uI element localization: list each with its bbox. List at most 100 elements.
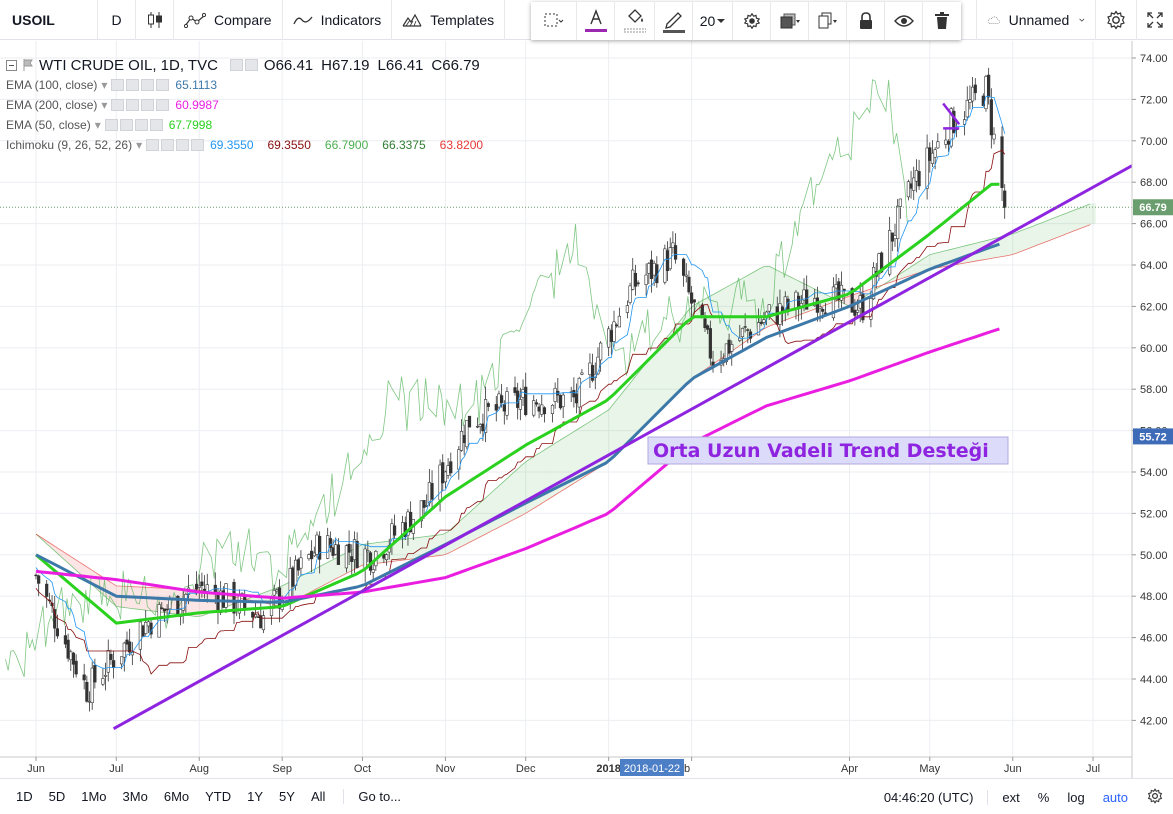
- candle-body: [112, 660, 116, 669]
- cloud-segment: [453, 522, 459, 551]
- range-button[interactable]: 6Mo: [163, 789, 190, 804]
- ext-hours-toggle[interactable]: ext: [1002, 789, 1020, 805]
- candle-body: [443, 471, 448, 483]
- candle-body: [500, 395, 504, 403]
- cloud-segment: [844, 296, 850, 307]
- candle-body: [160, 607, 164, 609]
- gear-icon[interactable]: [119, 119, 133, 131]
- indicators-button[interactable]: Indicators: [283, 0, 393, 40]
- indicator-controls[interactable]: [146, 139, 205, 151]
- close-icon[interactable]: [191, 139, 205, 151]
- visual-order-button[interactable]: [771, 2, 809, 40]
- range-button[interactable]: 5D: [48, 789, 66, 804]
- chevron-down-icon[interactable]: ▾: [101, 98, 108, 112]
- trash-icon: [935, 12, 949, 29]
- range-button[interactable]: 3Mo: [122, 789, 148, 804]
- candle-body: [483, 399, 488, 433]
- close-icon[interactable]: [156, 79, 170, 91]
- eye-icon[interactable]: [111, 99, 125, 111]
- chevron-down-icon[interactable]: ▾: [101, 78, 108, 92]
- eye-icon[interactable]: [146, 139, 160, 151]
- chevron-down-icon[interactable]: ▾: [136, 138, 143, 152]
- gear-icon[interactable]: [161, 139, 175, 151]
- compare-icon: [184, 12, 206, 28]
- percent-scale-toggle[interactable]: %: [1037, 789, 1050, 805]
- cloud-segment: [603, 409, 609, 465]
- select-area-button[interactable]: [531, 2, 577, 40]
- drawing-settings-button[interactable]: [733, 2, 771, 40]
- auto-scale-toggle[interactable]: auto: [1102, 789, 1128, 805]
- clone-button[interactable]: [809, 2, 847, 40]
- compare-button[interactable]: Compare: [174, 0, 283, 40]
- plus-icon[interactable]: [141, 79, 155, 91]
- candle-body: [928, 147, 932, 161]
- cloud-segment: [196, 589, 202, 617]
- range-button[interactable]: 1Y: [247, 789, 264, 804]
- plus-icon[interactable]: [134, 119, 148, 131]
- candle-body: [896, 205, 900, 240]
- go-to-date-button[interactable]: Go to...: [343, 789, 401, 804]
- fill-color-button[interactable]: [615, 2, 655, 40]
- candle-body: [636, 282, 640, 285]
- candle-body: [756, 322, 761, 336]
- candle-body: [486, 403, 490, 407]
- gear-icon[interactable]: [126, 99, 140, 111]
- symbol-search[interactable]: USOIL: [0, 0, 98, 40]
- range-button[interactable]: 1Mo: [81, 789, 107, 804]
- chart-style-button[interactable]: [136, 0, 174, 40]
- close-icon[interactable]: [149, 119, 163, 131]
- interval-button[interactable]: D: [98, 0, 136, 40]
- range-button[interactable]: YTD: [205, 789, 232, 804]
- plus-icon[interactable]: [141, 99, 155, 111]
- chevron-down-icon[interactable]: ▾: [94, 118, 101, 132]
- hide-button[interactable]: [885, 2, 923, 40]
- candle-body: [272, 589, 276, 596]
- gear-icon[interactable]: [244, 59, 258, 71]
- delete-button[interactable]: [923, 2, 961, 40]
- line-color-button[interactable]: [655, 2, 693, 40]
- layout-menu[interactable]: Unnamed: [976, 0, 1096, 40]
- drawing-properties-toolbar: 20: [531, 2, 961, 40]
- gear-icon[interactable]: [126, 79, 140, 91]
- text-color-button[interactable]: [577, 2, 615, 40]
- range-button[interactable]: 5Y: [279, 789, 295, 804]
- log-scale-toggle[interactable]: log: [1067, 789, 1085, 805]
- price-axis[interactable]: [1131, 41, 1173, 778]
- candle-body: [965, 100, 969, 118]
- y-tick-label: 44.00: [1140, 674, 1168, 686]
- font-size-select[interactable]: 20: [693, 2, 733, 40]
- candle-body: [37, 575, 41, 584]
- lock-button[interactable]: [847, 2, 885, 40]
- range-button[interactable]: 1D: [16, 789, 33, 804]
- chart-properties-button[interactable]: [1137, 787, 1173, 807]
- trendline-layer[interactable]: [112, 141, 1173, 730]
- candle-body: [537, 406, 541, 412]
- candle-body: [558, 394, 563, 409]
- candle-body: [157, 604, 161, 638]
- plus-icon[interactable]: [176, 139, 190, 151]
- price-chart[interactable]: Orta Uzun Vadeli Trend Desteği 42.00 44.0…: [0, 41, 1173, 778]
- eye-icon[interactable]: [104, 119, 118, 131]
- candle-body: [312, 552, 316, 557]
- candle-body: [890, 232, 894, 242]
- range-button[interactable]: All: [310, 789, 326, 804]
- settings-button[interactable]: [1096, 0, 1137, 40]
- candle-body: [82, 674, 86, 681]
- indicator-controls[interactable]: [111, 79, 170, 91]
- indicator-name: EMA (200, close): [6, 98, 98, 112]
- candle-body: [200, 581, 204, 586]
- candle-body: [293, 559, 298, 586]
- indicator-controls[interactable]: [111, 99, 170, 111]
- templates-button[interactable]: Templates: [392, 0, 506, 40]
- eye-icon[interactable]: [111, 79, 125, 91]
- close-icon[interactable]: [156, 99, 170, 111]
- fullscreen-button[interactable]: [1137, 0, 1173, 40]
- utc-clock[interactable]: 04:46:20 (UTC): [870, 789, 989, 805]
- indicator-controls[interactable]: [104, 119, 163, 131]
- y-tick-label: 70.00: [1140, 136, 1168, 148]
- eye-icon[interactable]: [229, 59, 243, 71]
- candle-body: [87, 700, 92, 703]
- annotation-label[interactable]: Orta Uzun Vadeli Trend Desteği: [647, 436, 1009, 465]
- legend-series-controls[interactable]: [229, 59, 258, 71]
- collapse-legend-icon[interactable]: [6, 59, 17, 71]
